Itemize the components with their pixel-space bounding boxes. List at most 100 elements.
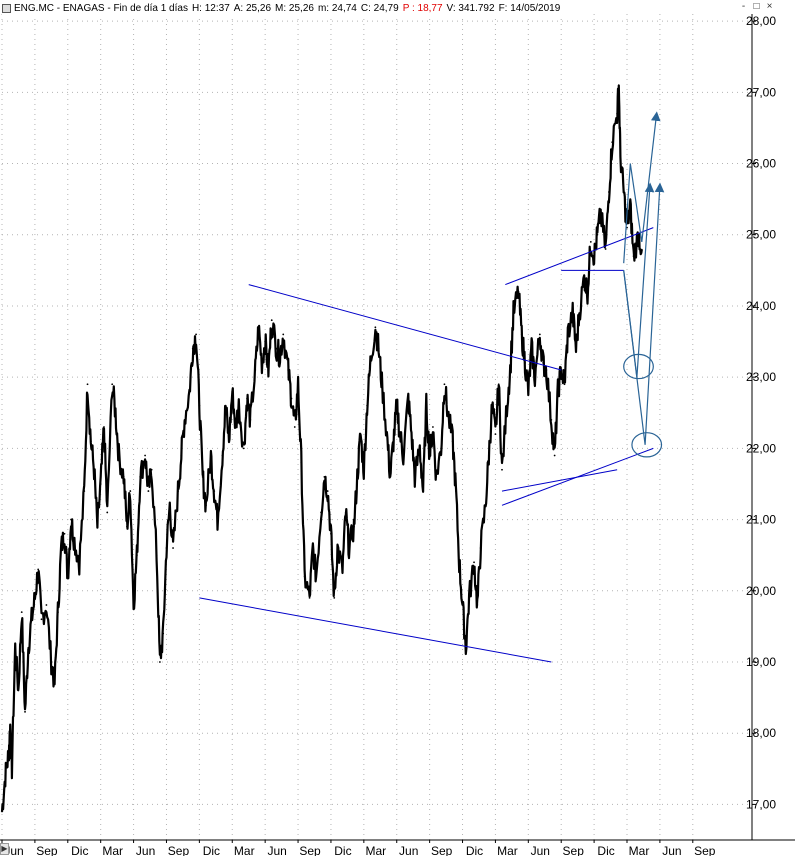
price-point — [96, 525, 99, 528]
price-point — [37, 568, 40, 571]
y-tick-label: 24,00 — [746, 299, 776, 313]
price-point — [260, 362, 263, 364]
close-button[interactable]: × — [766, 1, 773, 12]
y-tick-label: 21,00 — [746, 513, 776, 527]
price-point — [599, 212, 602, 215]
x-tick-label: Dic — [203, 844, 220, 856]
price-point — [520, 333, 523, 336]
price-point — [209, 454, 212, 457]
price-point — [78, 561, 81, 564]
scroll-left-arrow-icon[interactable]: ▶ — [0, 843, 9, 855]
price-point — [640, 248, 643, 251]
price-point — [111, 383, 114, 386]
price-point — [330, 532, 332, 535]
price-point — [99, 483, 102, 485]
price-point — [63, 532, 66, 535]
price-point — [180, 454, 183, 457]
price-point — [287, 369, 290, 371]
price-point — [461, 604, 464, 606]
price-point — [297, 383, 299, 386]
x-tick-label: Mar — [234, 844, 255, 856]
price-point — [479, 547, 482, 549]
x-tick-label: Jun — [662, 844, 681, 856]
price-point — [348, 547, 350, 549]
price-point — [468, 596, 471, 599]
price-point — [114, 411, 117, 414]
x-axis: Jun Sep Dic Mar Jun Sep Dic Mar Jun Sep Dic Mar Jun S… — [0, 839, 795, 858]
price-point — [246, 397, 248, 400]
price-point — [353, 525, 355, 528]
price-point — [221, 454, 224, 457]
y-tick-label: 22,00 — [746, 441, 776, 455]
price-point — [279, 354, 281, 357]
price-point — [557, 390, 559, 393]
y-axis: 17,00 18,00 19,00 20,00 21,00 22,00 23,00 24,00… — [746, 14, 776, 840]
x-tick-label: Sep — [431, 844, 453, 856]
drawing-annotations[interactable] — [199, 111, 665, 663]
x-tick-label: Jun — [136, 844, 155, 856]
price-point — [89, 440, 92, 443]
price-point — [205, 504, 207, 507]
price-point — [60, 547, 63, 549]
projection-arrow-6 — [623, 111, 661, 264]
min-label: m: 24,74 — [317, 3, 357, 14]
x-tick-label: Sep — [694, 844, 716, 856]
price-point — [83, 490, 86, 492]
price-point — [86, 383, 89, 386]
price-point — [188, 390, 191, 393]
price-point — [323, 475, 326, 478]
price-point — [40, 618, 43, 621]
price-point — [428, 454, 431, 457]
price-point — [254, 369, 257, 371]
price-point — [147, 490, 150, 492]
price-point — [14, 646, 17, 649]
price-point — [308, 596, 311, 599]
price-point — [583, 276, 586, 279]
price-point — [418, 447, 421, 450]
price-point — [216, 518, 219, 521]
price-point — [517, 290, 520, 293]
price-point — [589, 240, 592, 243]
x-tick-label: Dic — [334, 844, 351, 856]
chart-header: ENG.MC - ENAGAS - Fin de día 1 días H: 1… — [2, 1, 569, 16]
price-point — [50, 661, 53, 663]
price-point — [399, 433, 401, 436]
trendline-3 — [501, 447, 654, 506]
price-point — [341, 568, 344, 571]
price-point — [106, 511, 109, 514]
chart-menu-button[interactable] — [2, 4, 11, 13]
price-point — [303, 575, 306, 578]
price-point — [542, 362, 545, 364]
price-point — [267, 369, 270, 371]
price-point — [195, 333, 197, 336]
trendline-4 — [505, 227, 654, 286]
maximize-button[interactable]: □ — [753, 1, 760, 12]
price-point — [326, 490, 329, 492]
price-point — [374, 326, 377, 329]
price-point — [103, 426, 105, 428]
price-point — [191, 347, 194, 350]
price-point — [563, 383, 566, 386]
minimize-button[interactable]: - — [741, 1, 746, 12]
price-point — [27, 646, 30, 649]
price-point — [66, 575, 69, 578]
price-point — [17, 689, 20, 692]
price-point — [293, 426, 296, 428]
price-point — [30, 618, 33, 621]
price-point — [20, 611, 23, 614]
price-point — [311, 547, 314, 549]
target-ellipse-9 — [623, 353, 654, 380]
price-point — [282, 333, 285, 336]
y-tick-label: 25,00 — [746, 228, 776, 242]
price-point — [249, 418, 252, 421]
price-point — [622, 191, 625, 193]
price-point — [228, 440, 230, 443]
price-point — [356, 475, 359, 478]
x-tick-label: Mar — [366, 844, 387, 856]
price-point — [476, 604, 479, 606]
x-tick-label: Dic — [466, 844, 483, 856]
price-point — [586, 290, 589, 293]
